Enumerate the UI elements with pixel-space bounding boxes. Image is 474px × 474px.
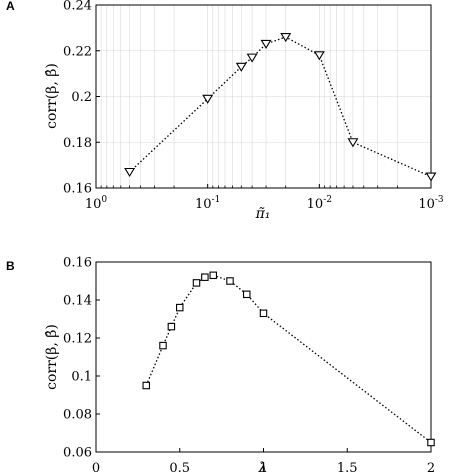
panel-a-data-point	[246, 53, 258, 63]
panel-a-y-tick-label: 0.24	[63, 0, 92, 14]
panel-a-data-point	[280, 32, 292, 43]
panel-b-y-ticks: 0.06 0.08 0.1 0.12 0.14 0.16	[63, 256, 100, 461]
panel-a-series-line	[129, 36, 432, 178]
panel-b-x-tick-label: 0.5	[169, 461, 190, 474]
panel-a: A 100 10-1 10-2 10-3 0.160.180.20.220.24 π̃…	[6, 0, 444, 222]
panel-b-data-point	[201, 273, 209, 281]
panel-b-y-tick-label: 0.16	[63, 256, 92, 271]
panel-b-series-line	[145, 274, 432, 444]
panel-a-data-point	[260, 39, 272, 49]
panel-a-x-tick-base: 10	[418, 197, 435, 212]
panel-a-x-tick-base: 10	[85, 197, 102, 212]
panel-b-x-tick-label: 2	[427, 461, 435, 474]
panel-a-data-point	[313, 51, 325, 61]
panel-b-x-ticks: 0 0.5 1 1.5 2	[92, 448, 435, 474]
panel-b-data-point	[243, 290, 251, 299]
panel-a-x-tick-label: 10-1	[195, 195, 220, 212]
panel-b-data-point	[209, 271, 218, 280]
panel-b-x-tick-label: 1	[259, 461, 267, 474]
panel-b-y-tick-label: 0.08	[63, 408, 92, 423]
panel-b-x-label: λ	[258, 460, 268, 474]
panel-b-y-tick-label: 0.1	[71, 370, 92, 385]
panel-b-data-point	[142, 381, 151, 390]
panel-a-x-tick-exponent: -2	[323, 195, 332, 205]
panel-a-y-tick-label: 0.16	[63, 182, 92, 197]
panel-a-x-tick-label: 10-3	[418, 195, 444, 212]
panel-b-x-tick-label: 0	[92, 461, 100, 474]
panel-a-y-ticks: 0.16 0.18 0.2 0.22 0.24	[63, 0, 100, 197]
panel-a-y-tick-label: 0.2	[71, 90, 92, 105]
panel-b-y-label: corr(β, β̂)	[44, 324, 60, 390]
panel-b-data-point	[226, 277, 234, 285]
panel-b: B 0 0.5 1 1.5 2 0.06 0.08 0.1 0.12 0.14 0.16 λ co…	[6, 256, 435, 474]
panel-b-data-point	[176, 303, 184, 312]
panel-b-data-point	[427, 438, 435, 447]
panel-b-y-tick-label: 0.12	[63, 332, 92, 347]
panel-b-markers	[142, 271, 435, 447]
panel-a-markers	[124, 32, 437, 182]
panel-a-label: A	[6, 0, 15, 13]
panel-a-x-label: π̃₁	[255, 206, 271, 222]
panel-a-data-point	[124, 167, 136, 178]
panel-b-data-point	[159, 341, 167, 350]
panel-b-data-point	[167, 322, 176, 331]
panel-a-y-tick-label: 0.18	[63, 136, 92, 151]
panel-a-x-tick-exponent: -3	[435, 195, 444, 205]
panel-a-data-point	[425, 172, 437, 182]
panel-a-x-tick-base: 10	[307, 197, 324, 212]
panel-a-x-ticks: 100 10-1 10-2 10-3	[85, 184, 444, 212]
panel-b-x-tick-label: 1.5	[337, 461, 358, 474]
panel-b-data-point	[192, 279, 201, 287]
panel-a-data-point	[202, 94, 214, 104]
panel-b-y-tick-label: 0.14	[63, 294, 92, 309]
panel-a-x-tick-label: 100	[85, 195, 108, 212]
panel-a-data-point	[235, 62, 247, 72]
panel-b-data-point	[259, 309, 268, 318]
panel-a-x-tick-exponent: -1	[212, 195, 221, 205]
panel-b-label: B	[6, 259, 15, 273]
panel-a-x-tick-exponent: 0	[101, 195, 107, 205]
panel-a-x-tick-base: 10	[195, 197, 212, 212]
panel-a-y-tick-label: 0.22	[63, 44, 92, 59]
panel-a-data-point	[347, 138, 359, 148]
panel-a-x-tick-label: 10-2	[307, 195, 332, 212]
panel-b-frame	[95, 261, 432, 453]
panel-a-grid	[96, 4, 432, 189]
panel-a-y-label: corr(β, β̂)	[44, 63, 60, 129]
panel-b-y-tick-label: 0.06	[63, 446, 92, 461]
